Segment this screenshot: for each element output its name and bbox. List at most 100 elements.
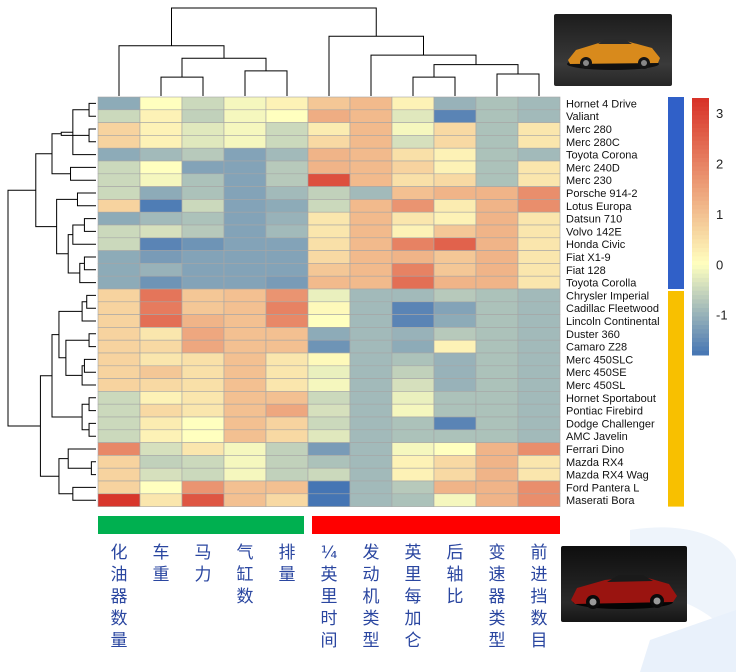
heatmap-cell <box>139 442 183 456</box>
dendrogram-branch <box>412 76 456 96</box>
heatmap-cell <box>181 429 225 443</box>
row-label: Merc 450SE <box>566 367 627 379</box>
colorbar-segment <box>692 98 709 103</box>
dendrogram-branch <box>79 262 96 284</box>
heatmap-cell <box>223 327 267 341</box>
heatmap-cell <box>181 327 225 341</box>
heatmap-cell <box>139 467 183 482</box>
colorbar-segment <box>692 119 709 125</box>
heatmap-cell <box>391 301 435 315</box>
dendrogram-branch <box>88 422 96 437</box>
heatmap-cell <box>307 442 351 456</box>
heatmap-cell <box>223 135 267 149</box>
heatmap-cell <box>139 135 183 149</box>
heatmap-cell <box>349 160 393 175</box>
dendrogram-branch <box>72 486 96 501</box>
heatmap-cell <box>433 493 477 507</box>
heatmap-cell <box>181 160 225 175</box>
colorbar-tick-label: -1 <box>716 308 728 323</box>
heatmap-cell <box>97 429 141 443</box>
heatmap-cell <box>475 122 519 136</box>
row-label: Cadillac Fleetwood <box>566 303 659 315</box>
heatmap-cell <box>265 135 309 149</box>
heatmap-cell <box>181 275 225 290</box>
heatmap-cell <box>391 199 435 213</box>
heatmap-cell <box>475 211 519 226</box>
heatmap-cell <box>307 339 351 354</box>
heatmap-cell <box>223 352 267 367</box>
column-annotation-group1 <box>98 516 304 534</box>
heatmap-cell <box>391 493 435 507</box>
heatmap-cell <box>265 416 309 431</box>
colorbar-segment <box>692 350 709 356</box>
heatmap-cell <box>97 378 141 392</box>
colorbar-segment <box>692 337 709 343</box>
heatmap-cell <box>223 186 267 200</box>
heatmap-cell <box>265 147 309 162</box>
heatmap-cell <box>139 147 183 162</box>
heatmap-cell <box>391 467 435 482</box>
heatmap-cell <box>433 263 477 277</box>
heatmap-cell <box>517 416 561 431</box>
color-legend: 3 2 1 0 -1 <box>692 98 728 356</box>
heatmap-cell <box>433 288 477 303</box>
row-label: Merc 240D <box>566 162 620 174</box>
heatmap-cell <box>349 403 393 418</box>
row-label: Merc 450SLC <box>566 354 633 366</box>
heatmap-cell <box>265 288 309 303</box>
heatmap-cell <box>475 147 519 162</box>
colorbar-segment <box>692 260 709 266</box>
heatmap-cell <box>223 122 267 136</box>
row-label: Merc 230 <box>566 175 612 187</box>
heatmap-cell <box>223 147 267 162</box>
row-label: Lincoln Continental <box>566 316 660 328</box>
heatmap-cell <box>517 160 561 175</box>
row-label: Fiat X1-9 <box>566 252 611 264</box>
colorbar-segment <box>692 247 709 253</box>
row-label: Toyota Corolla <box>566 278 637 290</box>
heatmap-cell <box>223 237 267 251</box>
heatmap-cell <box>97 135 141 149</box>
heatmap-cell <box>181 147 225 162</box>
heatmap-cell <box>517 467 561 482</box>
heatmap-cell <box>139 122 183 136</box>
heatmap-cell <box>265 442 309 456</box>
heatmap-cell <box>97 455 141 469</box>
dendrogram-branch <box>86 294 96 309</box>
row-label: Fiat 128 <box>566 265 606 277</box>
heatmap-cell <box>433 211 477 226</box>
heatmap-cell <box>181 314 225 328</box>
heatmap-cell <box>223 160 267 175</box>
colorbar-segment <box>692 222 709 227</box>
heatmap-cell <box>97 224 141 239</box>
heatmap-cell <box>181 352 225 367</box>
heatmap-cell <box>349 429 393 443</box>
colorbar-segment <box>692 115 709 120</box>
heatmap-cell <box>223 480 267 495</box>
colorbar-segment <box>692 256 709 262</box>
heatmap-cell <box>139 455 183 469</box>
column-label: 变速器类型 <box>489 543 506 651</box>
heatmap-cell <box>517 224 561 239</box>
row-label: Honda Civic <box>566 239 626 251</box>
heatmap-cell <box>223 263 267 277</box>
heatmap-cell <box>265 186 309 200</box>
heatmap-cell <box>181 378 225 392</box>
heatmap-cell <box>223 301 267 315</box>
heatmap-cell <box>391 378 435 392</box>
heatmap-cell <box>97 327 141 341</box>
heatmap-cell <box>349 391 393 405</box>
heatmap-cell <box>517 403 561 418</box>
column-label: 前进挡数目 <box>531 543 548 651</box>
row-label: Merc 450SL <box>566 380 625 392</box>
heatmap-cell <box>391 135 435 149</box>
heatmap-cell <box>475 327 519 341</box>
row-label: Porsche 914-2 <box>566 188 638 200</box>
heatmap-cell <box>265 352 309 367</box>
heatmap-cell <box>139 186 183 200</box>
heatmap-cell <box>307 352 351 367</box>
heatmap-cell <box>307 147 351 162</box>
heatmap-cell <box>97 96 141 111</box>
heatmap-cell <box>517 199 561 213</box>
heatmap-cell <box>223 391 267 405</box>
